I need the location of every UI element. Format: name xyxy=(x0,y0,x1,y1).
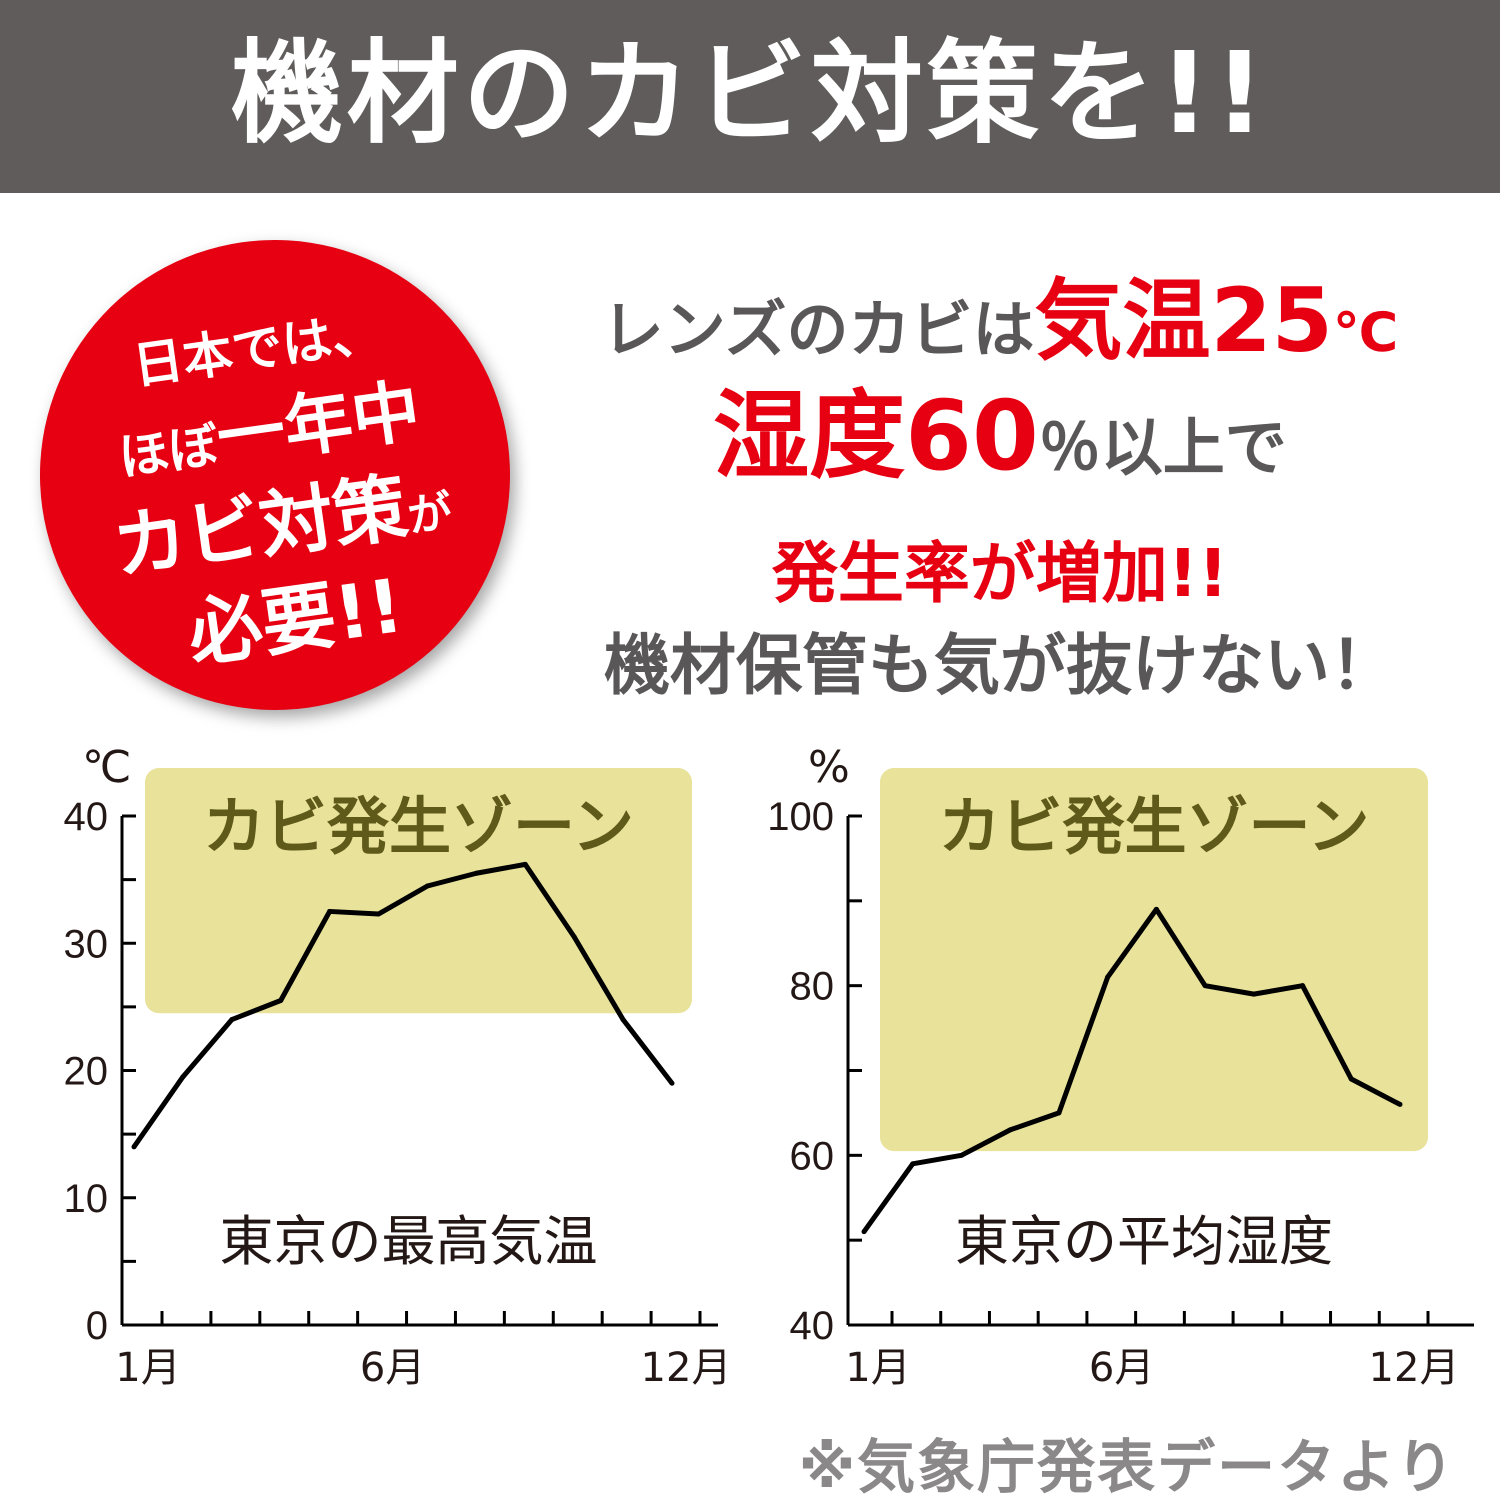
data-point xyxy=(1153,906,1159,912)
headline-line1: レンズのカビは気温25℃ xyxy=(540,250,1460,377)
data-point xyxy=(1202,983,1208,989)
data-point xyxy=(910,1161,916,1167)
data-point xyxy=(620,1017,626,1023)
x-tick-label: 1月 xyxy=(115,1345,180,1391)
red-badge: 日本では、 ほぼ一年中 カビ対策が 必要!! xyxy=(9,209,541,741)
headline-line1-unit: ℃ xyxy=(1332,301,1399,364)
x-tick-label: 1月 xyxy=(845,1345,910,1391)
temperature-chart: カビ発生ゾーン 0 10 20 30 40℃ 1月 6月 12月 東京の最高気温 xyxy=(64,742,732,1391)
headline-line1-prefix: レンズのカビは xyxy=(601,293,1035,366)
y-tick-label: 30 xyxy=(64,922,109,966)
mold-zone xyxy=(880,768,1428,1152)
banner-title: 機材のカビ対策を!! xyxy=(230,29,1270,159)
y-unit: ℃ xyxy=(82,742,131,793)
data-point xyxy=(278,998,284,1004)
headline-line3: 発生率が増加!! xyxy=(771,535,1229,612)
y-tick-label: 10 xyxy=(64,1177,109,1221)
title-banner: 機材のカビ対策を!! xyxy=(0,0,1500,193)
data-point xyxy=(1251,991,1257,997)
data-point xyxy=(1056,1110,1062,1116)
headline-line2-suffix: ％以上で xyxy=(1038,411,1287,484)
headline-line4: 機材保管も気が抜けない！ xyxy=(604,627,1396,704)
humidity-chart: カビ発生ゾーン 40 60 80 100% 1月 6月 12月 東京の平均湿度 xyxy=(767,742,1474,1391)
y-unit: % xyxy=(808,742,850,793)
data-point xyxy=(1348,1076,1354,1082)
data-point xyxy=(131,1144,137,1150)
y-tick-label: 0 xyxy=(86,1304,108,1348)
data-point xyxy=(669,1080,675,1086)
y-tick-label: 100 xyxy=(767,795,834,839)
series-line xyxy=(131,861,674,1149)
chart-title: 東京の最高気温 xyxy=(220,1210,598,1273)
series-line xyxy=(861,906,1402,1234)
data-point xyxy=(180,1074,186,1080)
data-point xyxy=(1105,974,1111,980)
y-tick-label: 80 xyxy=(790,965,835,1009)
data-point xyxy=(1397,1101,1403,1107)
data-point xyxy=(327,908,333,914)
mold-zone-label: カビ発生ゾーン xyxy=(939,790,1370,863)
data-point xyxy=(1007,1127,1013,1133)
data-point xyxy=(424,883,430,889)
y-tick-label: 60 xyxy=(790,1134,835,1178)
data-point xyxy=(1300,983,1306,989)
mold-zone-label: カビ発生ゾーン xyxy=(203,790,634,863)
data-point xyxy=(571,934,577,940)
data-point xyxy=(958,1152,964,1158)
headline-line1-emph: 気温25 xyxy=(1034,269,1333,372)
data-point xyxy=(229,1017,235,1023)
data-point xyxy=(376,911,382,917)
x-tick-label: 6月 xyxy=(360,1345,425,1391)
headline-line2-emph: 湿度60 xyxy=(713,380,1039,492)
y-tick-label: 40 xyxy=(790,1304,835,1348)
x-tick-label: 6月 xyxy=(1089,1345,1154,1391)
footnote: ※気象庁発表データより xyxy=(798,1433,1456,1501)
data-point xyxy=(522,861,528,867)
y-tick-label: 40 xyxy=(64,795,109,839)
data-point xyxy=(473,870,479,876)
y-tick-label: 20 xyxy=(64,1050,109,1094)
chart-title: 東京の平均湿度 xyxy=(955,1210,1333,1273)
x-tick-label: 12月 xyxy=(641,1345,732,1391)
badge-line3-suffix: が xyxy=(404,485,456,543)
data-point xyxy=(861,1229,867,1235)
headline-line2: 湿度60％以上で xyxy=(540,358,1460,497)
x-tick-label: 12月 xyxy=(1369,1345,1460,1391)
